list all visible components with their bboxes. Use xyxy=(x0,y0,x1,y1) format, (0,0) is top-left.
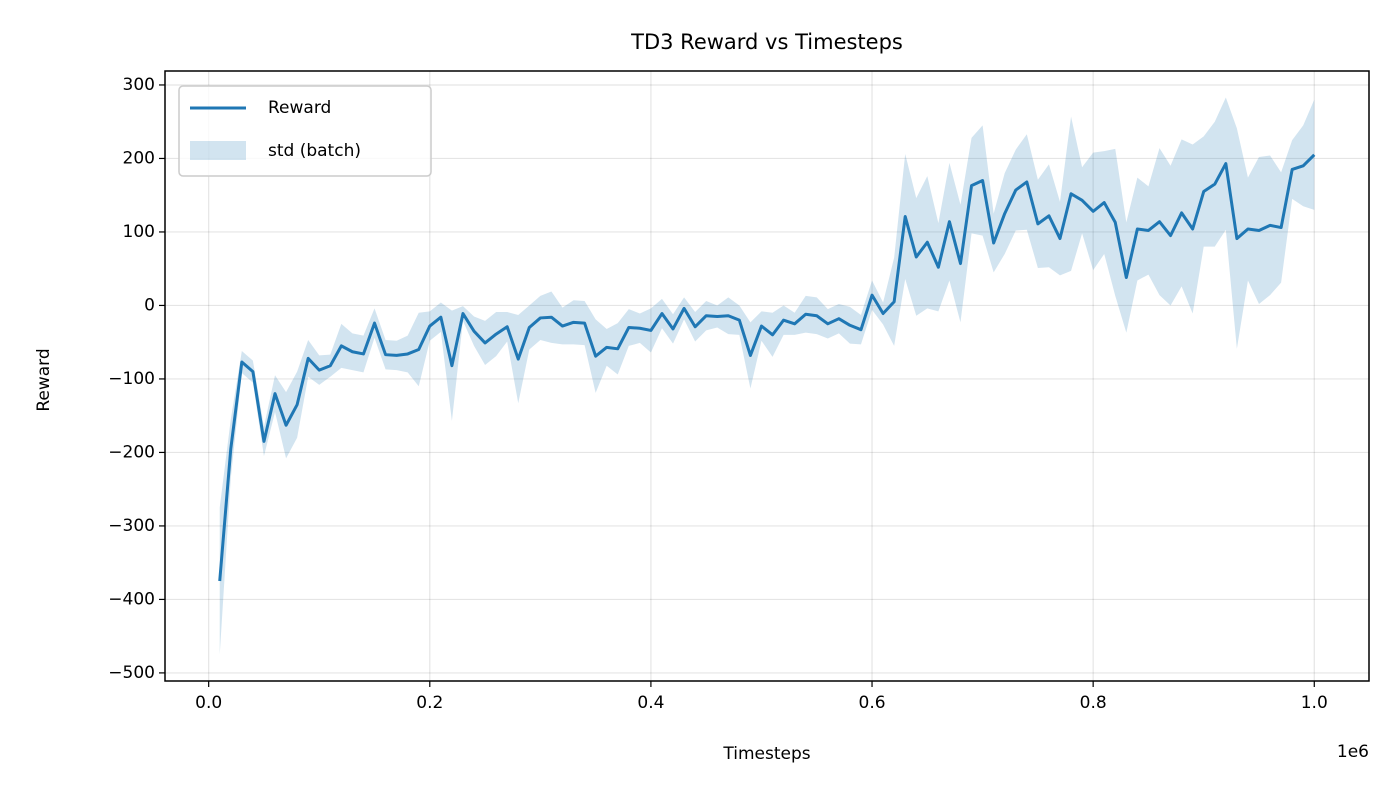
chart-title: TD3 Reward vs Timesteps xyxy=(630,30,903,54)
x-tick-label: 0.4 xyxy=(637,693,664,713)
y-tick-label: −300 xyxy=(108,516,155,536)
x-tick-label: 0.6 xyxy=(859,693,886,713)
reward-line xyxy=(218,153,1316,582)
y-tick-label: 300 xyxy=(123,75,155,95)
y-axis-label: Reward xyxy=(34,348,54,411)
std-band xyxy=(219,97,1315,655)
x-offset-label: 1e6 xyxy=(1337,742,1369,762)
y-tick-label: 200 xyxy=(123,148,155,168)
legend-label: std (batch) xyxy=(268,141,361,161)
y-tick-label: 0 xyxy=(144,295,155,315)
y-tick-label: 100 xyxy=(123,222,155,242)
legend-label: Reward xyxy=(268,98,331,118)
x-tick-label: 0.8 xyxy=(1080,693,1107,713)
y-tick-label: −500 xyxy=(108,663,155,683)
x-tick-label: 0.0 xyxy=(195,693,222,713)
x-tick-label: 0.2 xyxy=(416,693,443,713)
y-tick-label: −200 xyxy=(108,442,155,462)
x-tick-label: 1.0 xyxy=(1301,693,1328,713)
x-axis-label: Timesteps xyxy=(722,744,810,764)
y-tick-label: −100 xyxy=(108,369,155,389)
legend-patch xyxy=(190,141,246,160)
plot-frame xyxy=(164,70,1370,682)
y-tick-label: −400 xyxy=(108,589,155,609)
